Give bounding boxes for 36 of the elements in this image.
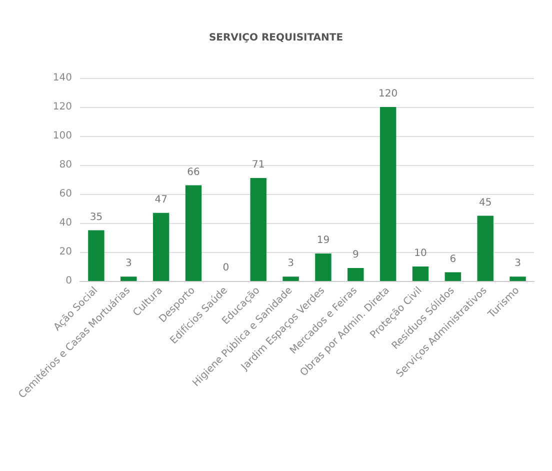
- y-tick-label: 0: [66, 276, 72, 286]
- bar: [477, 216, 494, 281]
- bar: [380, 107, 396, 281]
- bar: [510, 276, 526, 281]
- data-label: 3: [288, 258, 294, 270]
- bar: [152, 212, 170, 281]
- bar: [250, 178, 266, 281]
- bar: [444, 272, 462, 281]
- bar: [348, 268, 364, 281]
- data-label: 45: [478, 197, 492, 208]
- data-label: 6: [450, 254, 456, 265]
- data-label: 35: [90, 212, 103, 223]
- data-label: 47: [154, 194, 168, 206]
- data-label: 10: [414, 248, 427, 259]
- data-label: 9: [352, 249, 359, 260]
- data-label: 19: [316, 234, 330, 246]
- y-tick-label: 80: [59, 160, 72, 170]
- data-label: 0: [222, 262, 230, 274]
- data-label: 3: [125, 258, 132, 270]
- y-tick-label: 20: [59, 246, 72, 258]
- y-tick-label: 60: [59, 188, 72, 200]
- bar: [88, 230, 104, 281]
- bar: [315, 253, 332, 281]
- y-tick-label: 100: [52, 130, 72, 142]
- bar: [282, 276, 299, 281]
- bar: [412, 266, 429, 281]
- bar: [185, 185, 202, 281]
- y-tick-label: 40: [59, 218, 72, 228]
- y-tick-label: 120: [52, 102, 72, 112]
- chart-title: SERVIÇO REQUISITANTE: [208, 32, 344, 44]
- data-label: 120: [378, 88, 398, 100]
- data-label: 3: [514, 258, 521, 270]
- data-label: 66: [187, 166, 200, 178]
- bar: [120, 276, 137, 281]
- y-tick-label: 140: [52, 72, 72, 84]
- data-label: 71: [252, 160, 265, 171]
